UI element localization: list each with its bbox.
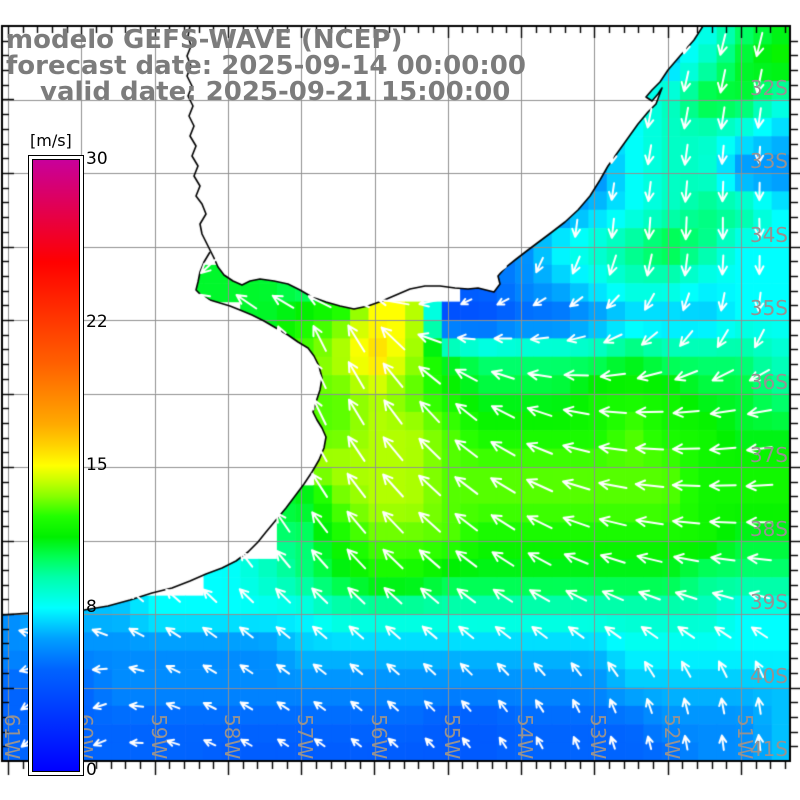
colorbar-tick-label: 0 <box>86 760 97 780</box>
lon-label: 51W <box>733 714 757 760</box>
lat-label: 41S <box>749 737 788 761</box>
lon-label: 54W <box>513 714 538 760</box>
lon-label: 58W <box>219 714 244 760</box>
lat-label: 36S <box>749 369 788 394</box>
lat-label: 39S <box>749 590 788 614</box>
colorbar-tick-label: 22 <box>86 311 108 332</box>
lon-label: 59W <box>146 714 171 760</box>
lon-label: 53W <box>586 714 611 760</box>
lat-label: 32S <box>749 75 788 100</box>
colorbar-unit-label: [m/s] <box>30 131 72 150</box>
colorbar-tick-label: 15 <box>86 454 108 475</box>
lat-label: 38S <box>749 516 788 541</box>
lon-label: 55W <box>439 714 464 760</box>
lat-label: 37S <box>749 443 788 467</box>
lat-label: 35S <box>749 296 788 320</box>
colorbar-tick-label: 8 <box>86 597 97 618</box>
lon-label: 61W <box>0 714 24 760</box>
lat-label: 34S <box>749 222 788 247</box>
colorbar-gradient <box>32 159 80 772</box>
lon-label: 56W <box>366 714 391 760</box>
colorbar-tick-label: 30 <box>86 149 108 169</box>
lon-label: 52W <box>659 714 684 760</box>
lon-label: 57W <box>293 714 318 760</box>
lat-label: 40S <box>749 663 788 688</box>
lat-label: 33S <box>749 149 788 173</box>
colorbar <box>28 155 84 776</box>
